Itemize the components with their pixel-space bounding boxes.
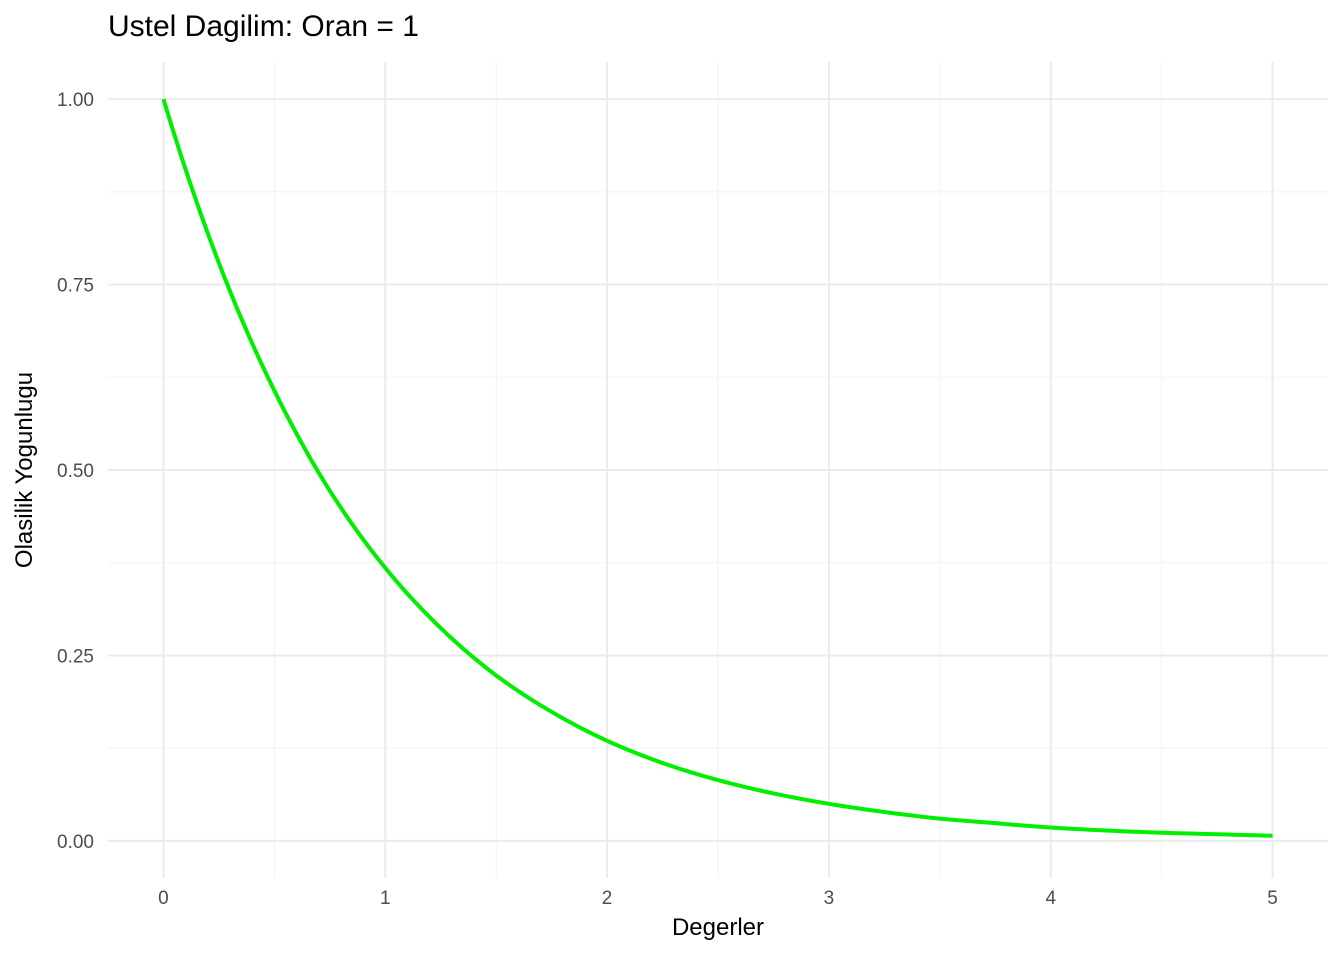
x-tick-label: 3: [824, 888, 835, 909]
y-tick-label: 0.75: [57, 276, 94, 297]
x-tick-label: 1: [380, 888, 391, 909]
series-line: [161, 98, 1273, 838]
chart-title: Ustel Dagilim: Oran = 1: [108, 10, 419, 43]
y-tick-label: 0.50: [57, 461, 94, 482]
x-tick-label: 4: [1045, 888, 1056, 909]
x-axis-label: Degerler: [671, 914, 765, 941]
x-tick-label: 5: [1267, 888, 1278, 909]
y-tick-label: 0.00: [57, 832, 94, 853]
y-axis-label: Olasilik Yogunlugu: [11, 371, 38, 569]
x-tick-label: 0: [158, 888, 169, 909]
y-tick-label: 1.00: [57, 90, 94, 111]
x-tick-label: 2: [602, 888, 613, 909]
y-tick-label: 0.25: [57, 646, 94, 667]
